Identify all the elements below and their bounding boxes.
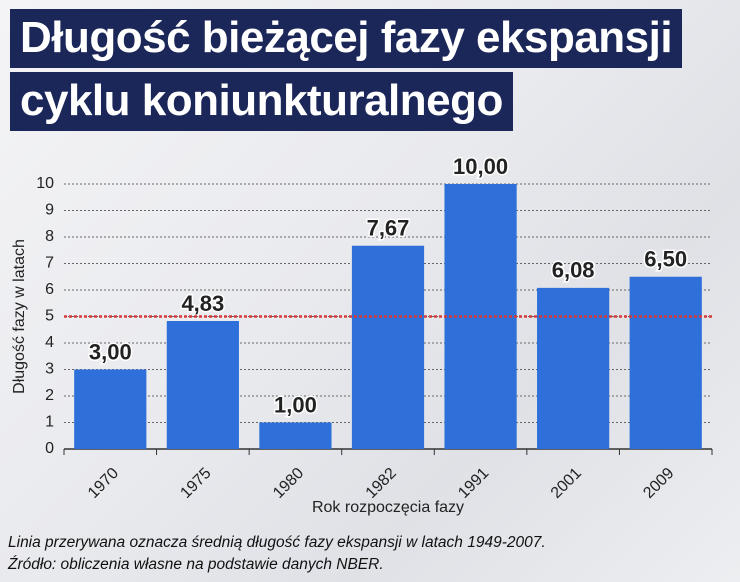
chart-title-box: Długość bieżącej fazy ekspansji cyklu ko…	[10, 6, 690, 132]
value-label: 10,00	[453, 154, 508, 179]
y-tick-label: 0	[45, 440, 54, 457]
y-tick-label: 4	[45, 334, 54, 351]
x-tick-label: 1970	[85, 465, 122, 502]
y-tick-label: 7	[45, 255, 54, 272]
y-tick-label: 5	[45, 308, 54, 325]
bar	[629, 276, 702, 449]
y-tick-label: 2	[45, 387, 54, 404]
source: Źródło: obliczenia własne na podstawie d…	[8, 556, 384, 573]
x-tick-label: 1975	[177, 465, 214, 502]
x-tick-label: 2009	[640, 465, 677, 502]
x-tick-label: 2001	[548, 465, 585, 502]
note: Linia przerywana oznacza średnią długość…	[8, 534, 546, 551]
x-tick-label: 1991	[455, 465, 492, 502]
y-tick-label: 6	[45, 281, 54, 298]
bar	[259, 422, 332, 449]
y-tick-label: 9	[45, 202, 54, 219]
value-label: 7,67	[367, 216, 410, 241]
value-label: 1,00	[274, 392, 317, 417]
value-label: 3,00	[89, 339, 132, 364]
y-tick-label: 3	[45, 361, 54, 378]
y-tick-label: 10	[36, 175, 54, 192]
chart-title: Długość bieżącej fazy ekspansji cyklu ko…	[10, 9, 683, 131]
x-tick-label: 1982	[363, 465, 400, 502]
y-axis-label: Długość fazy w latach	[11, 239, 28, 394]
bar	[166, 321, 239, 449]
x-axis-label: Rok rozpoczęcia fazy	[312, 499, 464, 516]
bar	[74, 369, 147, 449]
bar	[351, 245, 425, 449]
y-tick-label: 8	[45, 228, 54, 245]
value-label: 6,08	[552, 258, 595, 283]
value-label: 4,83	[181, 291, 224, 316]
value-label: 6,50	[644, 247, 687, 272]
x-tick-label: 1980	[270, 465, 307, 502]
bar	[537, 287, 610, 449]
y-tick-label: 1	[45, 414, 54, 431]
